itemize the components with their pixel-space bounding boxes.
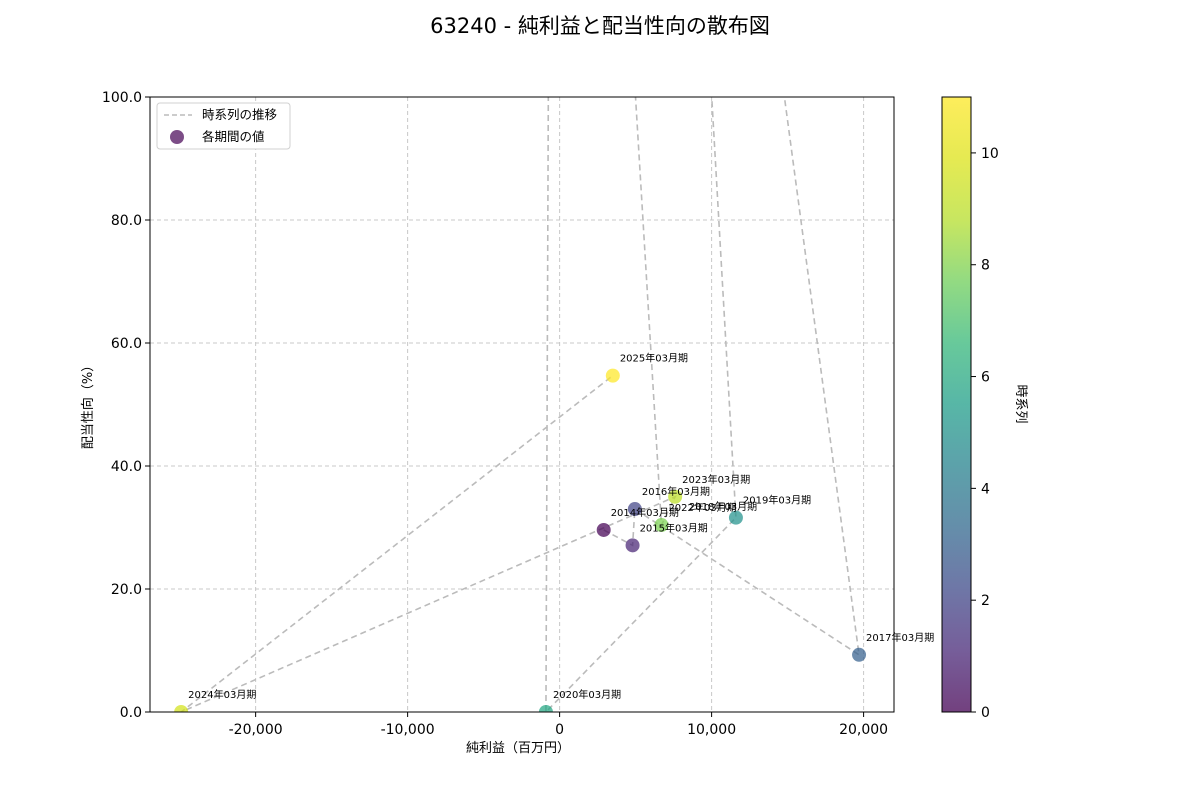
colorbar: 0 2 4 6 8 10 時系列	[941, 96, 1028, 721]
data-point	[627, 502, 642, 517]
y-tick-label: 20.0	[111, 582, 142, 598]
point-label: 2022年03月期	[668, 501, 736, 514]
x-tick-label: -20,000	[229, 722, 283, 738]
y-axis-label: 配当性向（%）	[80, 359, 96, 449]
x-axis-ticks: -20,000 -10,000 0 10,000 20,000	[229, 712, 888, 738]
colorbar-label: 時系列	[1013, 384, 1028, 423]
y-tick-label: 40.0	[111, 459, 142, 475]
point-annotations: 2014年03月期 2015年03月期 2016年03月期 2017年03月期 2019…	[188, 352, 934, 701]
point-label: 2018年03月期	[689, 500, 757, 513]
data-point	[728, 510, 743, 525]
data-point	[538, 705, 553, 712]
y-tick-label: 100.0	[102, 90, 142, 106]
point-label: 2017年03月期	[866, 631, 934, 644]
colorbar-tick-label: 2	[981, 593, 990, 609]
data-point	[654, 518, 669, 533]
y-axis-ticks: 0.0 20.0 40.0 60.0 80.0 100.0	[102, 90, 150, 721]
point-label: 2024年03月期	[188, 688, 256, 701]
colorbar-tick-label: 8	[981, 258, 990, 274]
colorbar-tick-label: 4	[981, 481, 990, 497]
legend-line-label: 時系列の推移	[202, 107, 277, 122]
x-tick-label: 0	[555, 722, 564, 738]
colorbar-gradient	[941, 96, 972, 713]
legend: 時系列の推移 各期間の値	[156, 102, 291, 150]
data-point	[174, 705, 189, 712]
legend-marker-label: 各期間の値	[202, 129, 265, 144]
data-point	[852, 647, 867, 662]
data-point	[605, 368, 620, 383]
point-label: 2014年03月期	[611, 506, 679, 519]
y-tick-label: 60.0	[111, 336, 142, 352]
x-tick-label: 10,000	[687, 722, 736, 738]
point-label: 2019年03月期	[743, 494, 811, 507]
y-tick-label: 80.0	[111, 213, 142, 229]
point-label: 2015年03月期	[640, 521, 708, 534]
x-axis-label: 純利益（百万円）	[466, 741, 570, 756]
plot-frame	[149, 96, 895, 713]
colorbar-ticks: 0 2 4 6 8 10	[971, 146, 999, 721]
data-point	[625, 538, 640, 553]
chart-title: 63240 - 純利益と配当性向の散布図	[430, 14, 770, 38]
point-label: 2016年03月期	[642, 485, 710, 498]
data-point	[668, 489, 683, 504]
point-label: 2020年03月期	[553, 688, 621, 701]
grid-lines	[150, 96, 894, 713]
x-tick-label: -10,000	[381, 722, 435, 738]
colorbar-tick-label: 6	[981, 370, 990, 386]
point-label: 2023年03月期	[682, 473, 750, 486]
colorbar-tick-label: 10	[981, 146, 999, 162]
point-label: 2025年03月期	[620, 352, 688, 365]
colorbar-tick-label: 0	[981, 705, 990, 721]
x-tick-label: 20,000	[839, 722, 888, 738]
legend-marker-swatch	[170, 130, 184, 144]
data-points	[174, 368, 867, 712]
data-point	[596, 522, 611, 537]
y-tick-label: 0.0	[120, 705, 142, 721]
